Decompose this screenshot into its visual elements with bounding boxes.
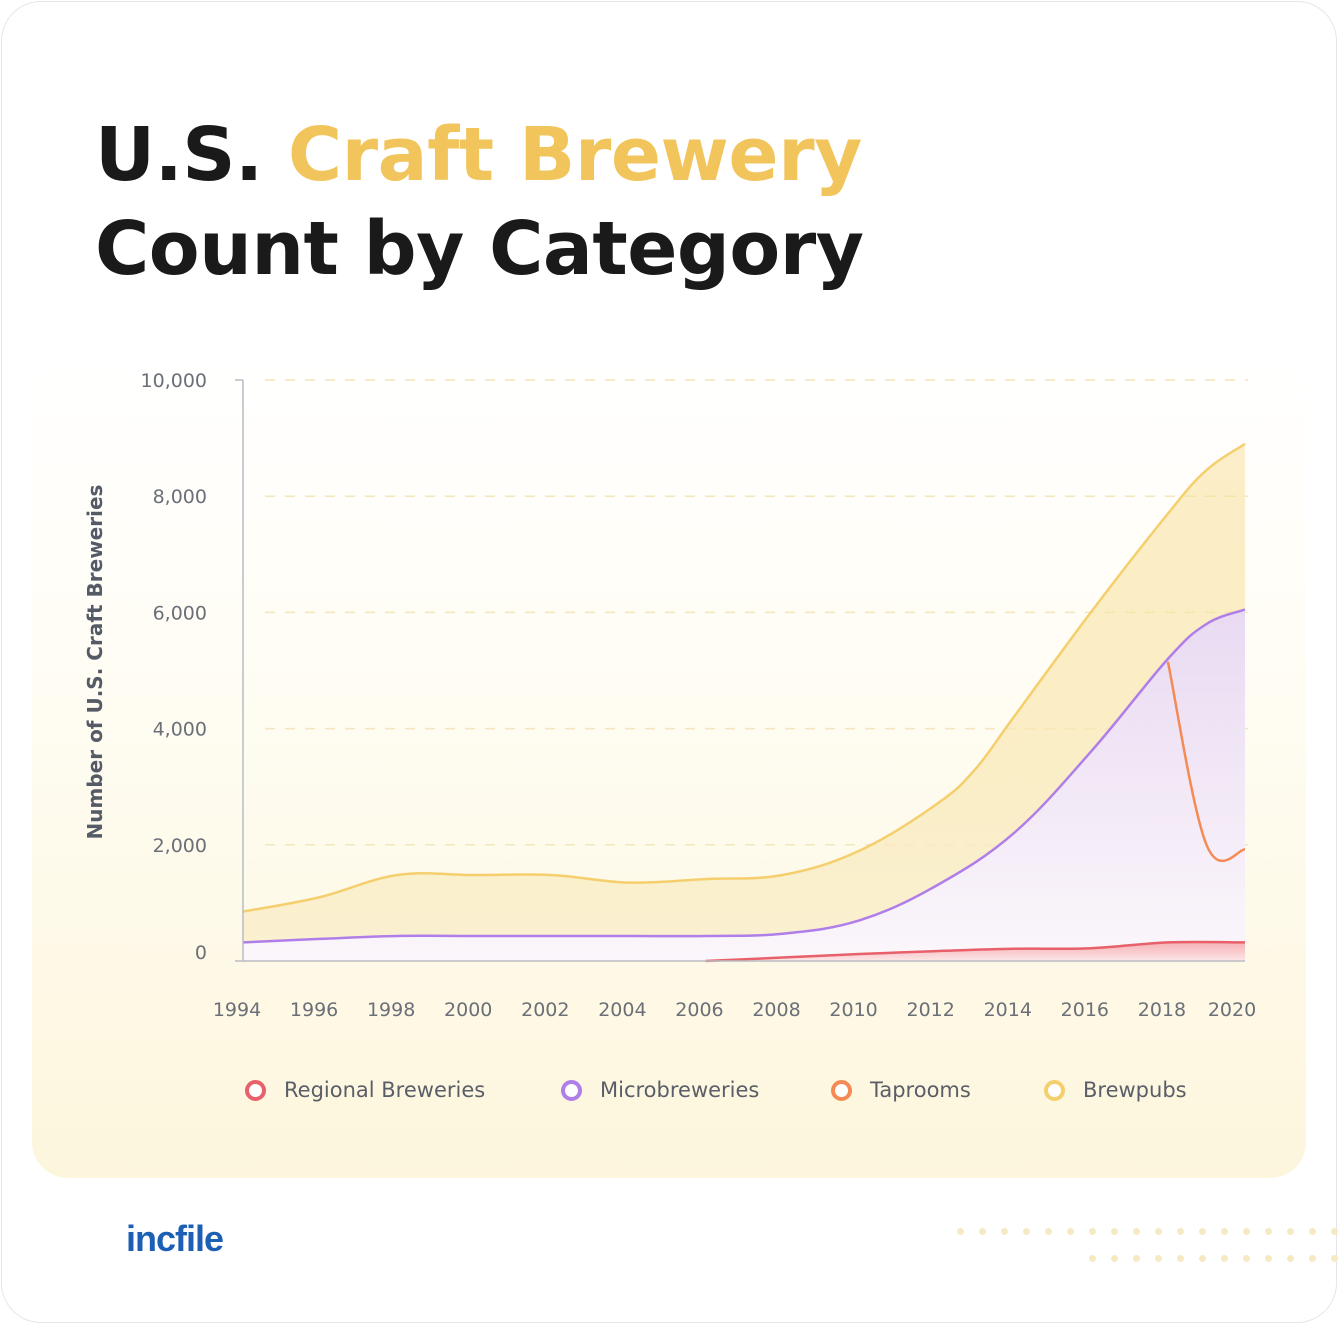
decor-dot bbox=[1265, 1228, 1272, 1235]
decor-dot bbox=[1133, 1255, 1140, 1262]
legend-label-taprooms: Taprooms bbox=[870, 1078, 971, 1102]
decor-dot bbox=[1287, 1255, 1294, 1262]
x-tick-label: 2018 bbox=[1138, 999, 1186, 1021]
incfile-logo: incfile bbox=[126, 1218, 224, 1259]
x-tick-label: 2016 bbox=[1061, 999, 1109, 1021]
x-tick-label: 2002 bbox=[521, 999, 569, 1021]
legend-item-brewpubs[interactable]: Brewpubs bbox=[1044, 1070, 1187, 1110]
brewery-area-chart: 0 2,000 4,000 6,000 8,000 10,000 1994 1996 1998… bbox=[141, 370, 1257, 1021]
decor-dot bbox=[1177, 1228, 1184, 1235]
x-tick-label: 2000 bbox=[444, 999, 492, 1021]
decor-dot bbox=[957, 1228, 964, 1235]
legend-marker-microbreweries bbox=[561, 1079, 582, 1101]
x-tick-label: 2004 bbox=[598, 999, 646, 1021]
brewpubs-area bbox=[243, 443, 1245, 961]
decor-dot bbox=[1243, 1255, 1250, 1262]
decor-dot bbox=[1309, 1255, 1316, 1262]
decor-dot bbox=[1155, 1255, 1162, 1262]
title-prefix: U.S. bbox=[95, 112, 263, 198]
decor-dot bbox=[1067, 1228, 1074, 1235]
decor-dot bbox=[1045, 1228, 1052, 1235]
page-title: U.S. Craft Brewery Count by Category bbox=[95, 108, 864, 296]
decor-dot bbox=[1023, 1228, 1030, 1235]
decor-dot bbox=[1089, 1228, 1096, 1235]
series-areas bbox=[243, 443, 1245, 961]
decor-dot bbox=[1331, 1228, 1338, 1235]
y-tick-label: 4,000 bbox=[153, 719, 207, 741]
micro-area bbox=[243, 609, 1245, 961]
series-lines bbox=[242, 442, 1246, 963]
title-line-2: Count by Category bbox=[95, 206, 864, 292]
legend-label-microbreweries: Microbreweries bbox=[600, 1078, 760, 1102]
legend-marker-regional bbox=[245, 1079, 266, 1101]
x-tick-labels: 1994 1996 1998 2000 2002 2004 2006 2008 2010 2012… bbox=[213, 999, 1256, 1021]
x-tick-label: 1994 bbox=[213, 999, 261, 1021]
decor-dot bbox=[1177, 1255, 1184, 1262]
decor-dot bbox=[1155, 1228, 1162, 1235]
axes bbox=[235, 379, 1245, 962]
y-tick-label: 6,000 bbox=[153, 602, 207, 624]
x-tick-label: 2014 bbox=[984, 999, 1032, 1021]
title-accent: Craft Brewery bbox=[287, 112, 862, 198]
y-tick-label: 0 bbox=[195, 942, 207, 964]
decorative-dots bbox=[920, 1222, 1340, 1272]
regional-area bbox=[705, 941, 1245, 961]
legend-item-microbreweries[interactable]: Microbreweries bbox=[561, 1070, 759, 1110]
decor-dot bbox=[1331, 1255, 1338, 1262]
grid-lines bbox=[265, 379, 1248, 846]
decor-dot bbox=[1199, 1255, 1206, 1262]
legend-marker-brewpubs bbox=[1044, 1079, 1065, 1101]
x-tick-label: 2008 bbox=[752, 999, 800, 1021]
taprooms-line bbox=[1166, 661, 1246, 863]
decor-dot bbox=[1133, 1228, 1140, 1235]
y-tick-label: 8,000 bbox=[153, 486, 207, 508]
decor-dot bbox=[1287, 1228, 1294, 1235]
x-tick-label: 2020 bbox=[1208, 999, 1256, 1021]
x-tick-label: 1996 bbox=[290, 999, 338, 1021]
legend-label-regional: Regional Breweries bbox=[284, 1078, 486, 1102]
micro-line bbox=[242, 608, 1246, 944]
decor-dot bbox=[1001, 1228, 1008, 1235]
legend-item-regional[interactable]: Regional Breweries bbox=[245, 1070, 485, 1110]
legend-label-brewpubs: Brewpubs bbox=[1083, 1078, 1187, 1102]
brewpubs-line bbox=[242, 442, 1246, 913]
legend-item-taprooms[interactable]: Taprooms bbox=[831, 1070, 971, 1110]
x-tick-label: 1998 bbox=[367, 999, 415, 1021]
decor-dot bbox=[1221, 1255, 1228, 1262]
decor-dot bbox=[1309, 1228, 1316, 1235]
decor-dot bbox=[1111, 1228, 1118, 1235]
y-tick-label: 10,000 bbox=[141, 370, 207, 392]
decor-dot bbox=[1111, 1255, 1118, 1262]
decor-dot bbox=[1089, 1255, 1096, 1262]
decor-dot bbox=[1199, 1228, 1206, 1235]
decor-dot bbox=[1243, 1228, 1250, 1235]
y-tick-labels: 0 2,000 4,000 6,000 8,000 10,000 bbox=[141, 370, 207, 964]
legend-marker-taprooms bbox=[831, 1079, 852, 1101]
regional-line bbox=[705, 940, 1246, 963]
x-tick-label: 2010 bbox=[829, 999, 877, 1021]
decor-dot bbox=[1265, 1255, 1272, 1262]
y-tick-label: 2,000 bbox=[153, 835, 207, 857]
legend: Regional Breweries Microbreweries Taproo… bbox=[0, 1070, 1340, 1110]
x-tick-label: 2012 bbox=[907, 999, 955, 1021]
decor-dot bbox=[979, 1228, 986, 1235]
x-tick-label: 2006 bbox=[675, 999, 723, 1021]
decor-dot bbox=[1221, 1228, 1228, 1235]
